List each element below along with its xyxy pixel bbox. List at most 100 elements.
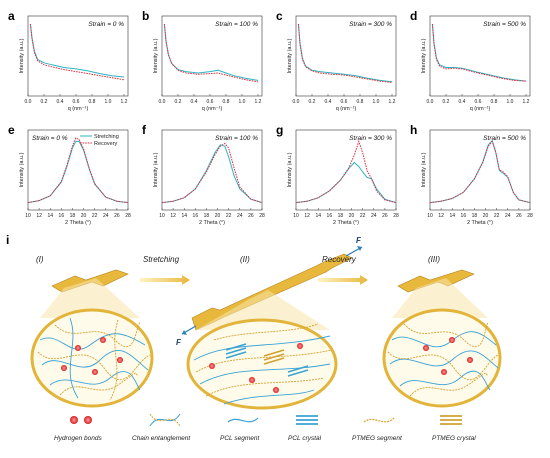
series-stretching	[295, 161, 397, 204]
step-label-stretching: Stretching	[143, 255, 180, 264]
series-recovery	[161, 142, 263, 204]
x-tick-label: 16	[59, 213, 65, 219]
series-stretching	[161, 144, 263, 204]
zoom-cone-1	[40, 278, 140, 318]
series-recovery	[163, 23, 259, 83]
plot-frame	[161, 129, 263, 211]
ptmeg-segment-icon	[363, 417, 395, 423]
legend-entry-stretching: Stretching	[94, 134, 119, 140]
x-tick-label: 12	[304, 213, 310, 219]
x-tick-label: 0.6	[207, 99, 214, 105]
x-tick-label: 28	[259, 213, 265, 219]
x-axis-label: 2 Theta (°)	[333, 220, 359, 226]
strain-label: Strain = 100 %	[215, 21, 258, 28]
plot-c: c 0.0 0.2 0.4 0.6 0.8 1.0 1.2 q (nm⁻¹) Intensity …	[276, 9, 397, 112]
x-tick-label: 24	[237, 213, 243, 219]
series-stretching	[29, 23, 125, 78]
x-tick-label: 0.2	[443, 99, 450, 105]
panel-label-g: g	[276, 123, 283, 137]
x-tick-label: 0.0	[293, 99, 300, 105]
x-tick-label: 18	[204, 213, 210, 219]
plot-g: g 10 12 14 16 18 20 22 24 26 28 2 Theta (°) Intensit…	[276, 123, 399, 226]
plot-d: d 0.0 0.2 0.4 0.6 0.8 1.0 1.2 q (nm⁻¹) Intensity …	[410, 9, 531, 112]
x-axis-label: 2 Theta (°)	[199, 220, 225, 226]
x-tick-label: 0.4	[57, 99, 64, 105]
plot-h: h 10 12 14 16 18 20 22 24 26 28 2 Theta (°) Intensit…	[410, 123, 533, 226]
legend-pcl-crystal: PCL crystal	[288, 435, 322, 442]
series-stretching	[163, 23, 259, 81]
x-tick-label: 0.6	[341, 99, 348, 105]
plot-b: b 0.0 0.2 0.4 0.6 0.8 1.0 1.2 q (nm⁻¹) Intensity …	[142, 9, 263, 112]
panel-label-f: f	[142, 123, 147, 137]
x-axis-label: q (nm⁻¹)	[68, 106, 89, 112]
ptmeg-crystal-icon	[440, 415, 462, 425]
force-arrowhead-right	[357, 246, 362, 251]
panel-label-h: h	[410, 123, 417, 137]
strain-label: Strain = 300 %	[349, 135, 392, 142]
x-tick-label: 1.2	[523, 99, 530, 105]
x-tick-label: 20	[483, 213, 489, 219]
y-axis-label: Intensity (a.u.)	[19, 38, 25, 73]
x-tick-label: 20	[349, 213, 355, 219]
series-stretching	[431, 23, 527, 82]
plot-a: a 0.0 0.2 0.4 0.6 0.8 1.0 1.2 q (nm⁻¹) Intensity …	[8, 9, 129, 112]
panel-label-e: e	[8, 123, 15, 137]
x-tick-label: 24	[103, 213, 109, 219]
series-recovery	[27, 137, 129, 204]
x-tick-label: 1.2	[255, 99, 262, 105]
x-tick-label: 16	[461, 213, 467, 219]
x-tick-label: 0.0	[427, 99, 434, 105]
x-tick-label: 1.0	[373, 99, 380, 105]
plot-frame	[429, 15, 531, 97]
x-tick-label: 12	[170, 213, 176, 219]
x-tick-label: 18	[472, 213, 478, 219]
zoom-view-recovered	[382, 308, 502, 408]
x-tick-label: 14	[315, 213, 321, 219]
plot-frame	[295, 15, 397, 97]
stage-label-1: (I)	[36, 255, 44, 264]
legend-ptmeg-segment: PTMEG segment	[352, 435, 403, 442]
x-tick-label: 20	[81, 213, 87, 219]
series-recovery	[295, 139, 397, 204]
force-arrowhead-left	[182, 330, 187, 335]
y-axis-label: Intensity (a.u.)	[421, 38, 427, 73]
strain-label: Strain = 300 %	[349, 21, 392, 28]
x-tick-label: 1.2	[389, 99, 396, 105]
series-recovery	[297, 23, 393, 83]
legend-ptmeg-crystal: PTMEG crystal	[432, 435, 476, 442]
x-tick-label: 14	[181, 213, 187, 219]
x-tick-label: 1.0	[105, 99, 112, 105]
series-stretching	[27, 140, 129, 204]
stage-label-3: (III)	[428, 255, 440, 264]
x-tick-label: 26	[382, 213, 388, 219]
plot-frame	[27, 15, 129, 97]
x-tick-label: 20	[215, 213, 221, 219]
x-tick-label: 22	[494, 213, 500, 219]
panel-label-b: b	[142, 9, 149, 23]
x-tick-label: 28	[125, 213, 131, 219]
series-recovery	[429, 140, 531, 204]
schematic: i (I) (II) (III) F F Stretching Recovery	[6, 233, 502, 442]
x-tick-label: 12	[438, 213, 444, 219]
pcl-crystal-icon	[296, 415, 318, 425]
force-label-left: F	[176, 338, 182, 347]
plot-frame	[429, 129, 531, 211]
y-axis-label: Intensity (a.u.)	[421, 152, 427, 187]
pcl-segment-icon	[227, 417, 259, 423]
x-tick-label: 0.8	[357, 99, 364, 105]
x-tick-label: 0.6	[73, 99, 80, 105]
panel-label-d: d	[410, 9, 417, 23]
x-tick-label: 0.8	[223, 99, 230, 105]
x-tick-label: 24	[505, 213, 511, 219]
strain-label: Strain = 500 %	[483, 21, 526, 28]
y-axis-label: Intensity (a.u.)	[153, 152, 159, 187]
x-tick-label: 1.0	[239, 99, 246, 105]
x-tick-label: 28	[527, 213, 533, 219]
recovery-arrow	[318, 275, 368, 285]
panel-label-c: c	[276, 9, 283, 23]
stretching-arrow	[140, 275, 190, 285]
chain-entanglement-icon	[149, 413, 181, 427]
x-axis-label: 2 Theta (°)	[65, 220, 91, 226]
x-tick-label: 26	[248, 213, 254, 219]
x-tick-label: 1.0	[507, 99, 514, 105]
